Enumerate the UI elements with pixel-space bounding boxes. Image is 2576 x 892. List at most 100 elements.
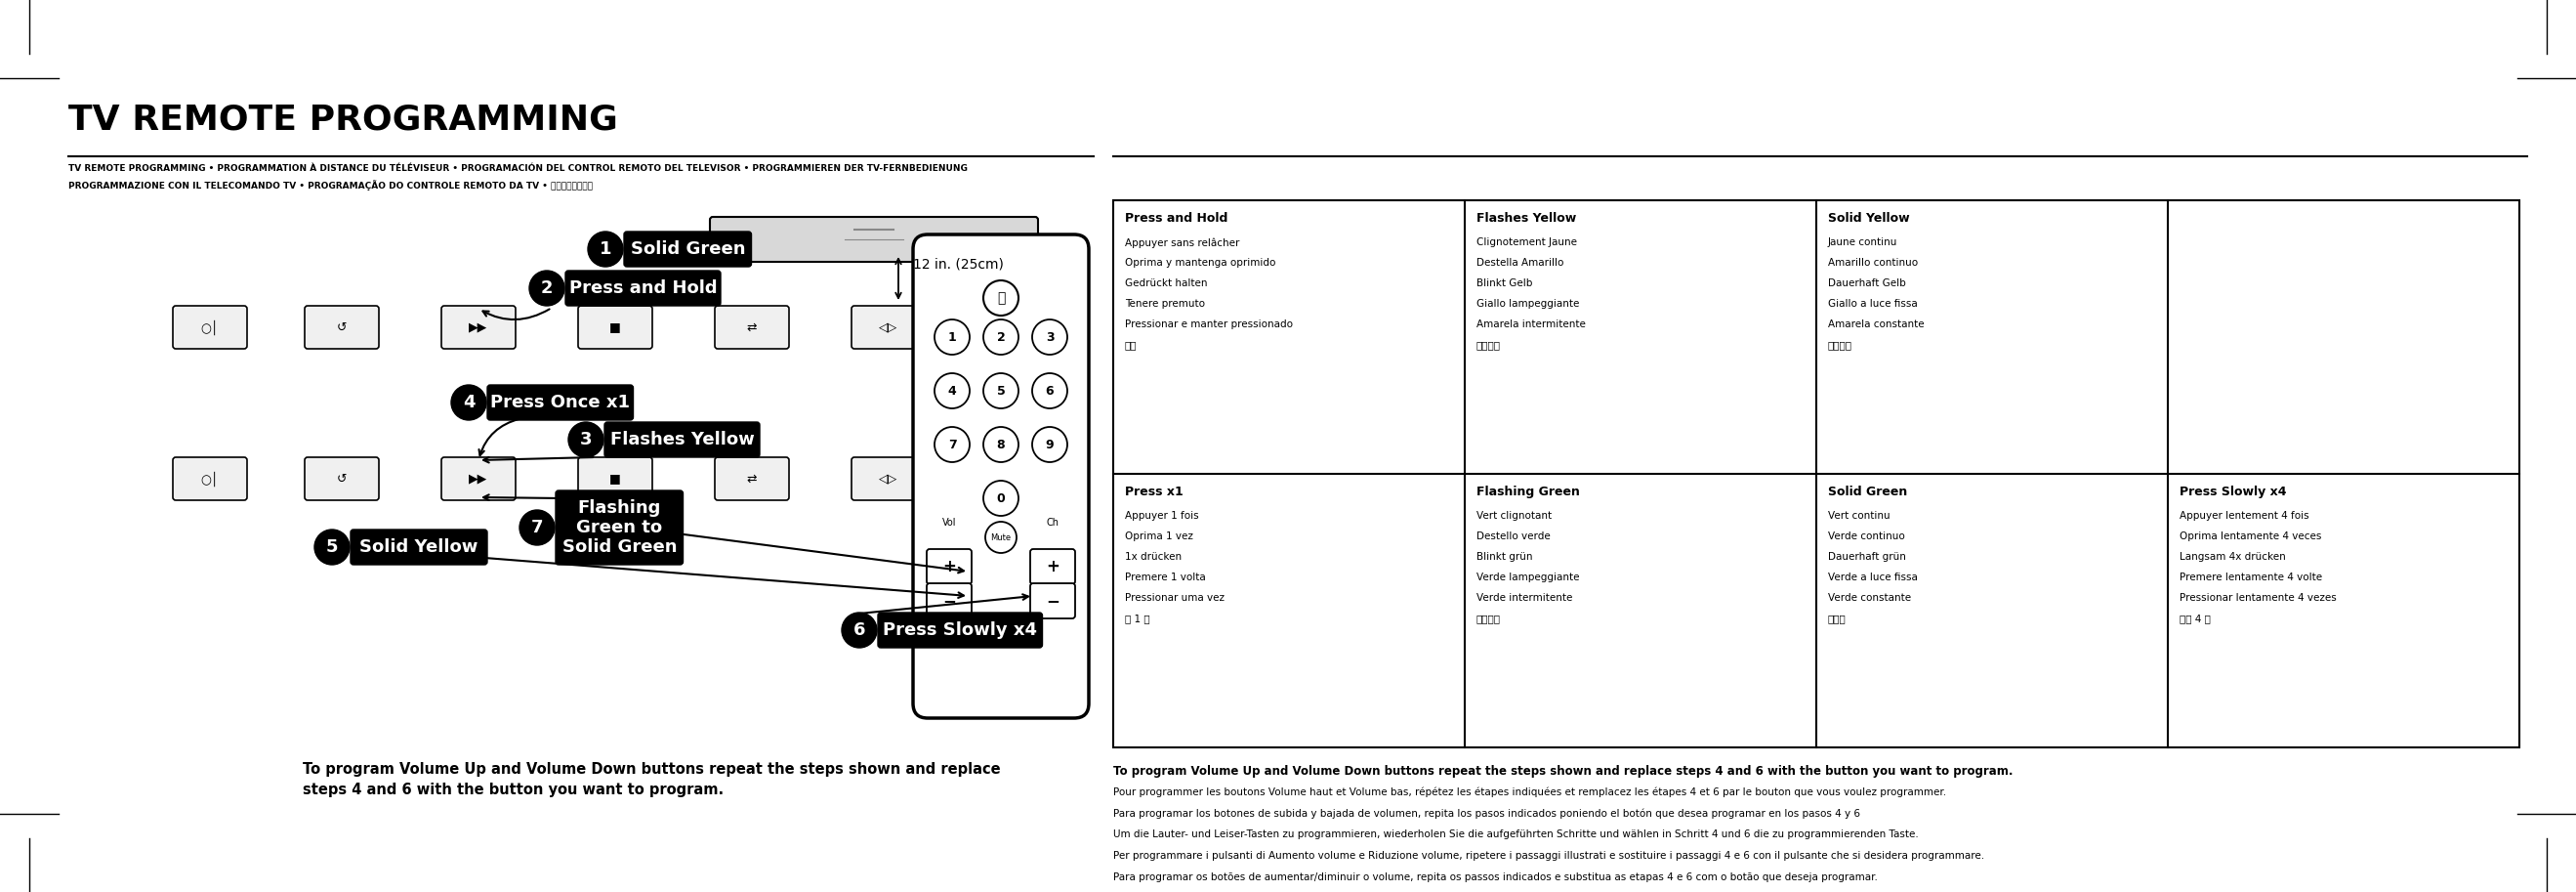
Text: Clignotement Jaune: Clignotement Jaune (1476, 237, 1577, 247)
Text: Pressionar e manter pressionado: Pressionar e manter pressionado (1126, 319, 1293, 329)
Text: 9: 9 (1046, 438, 1054, 450)
Circle shape (1033, 373, 1066, 409)
Text: Solid Green: Solid Green (562, 539, 677, 556)
FancyBboxPatch shape (623, 232, 752, 267)
Text: PROGRAMMAZIONE CON IL TELECOMANDO TV • PROGRAMAÇÃO DO CONTROLE REMOTO DA TV • 电视: PROGRAMMAZIONE CON IL TELECOMANDO TV • P… (70, 180, 592, 191)
Text: 4: 4 (948, 384, 956, 397)
FancyBboxPatch shape (487, 385, 634, 420)
Text: ◁▷: ◁▷ (878, 321, 899, 334)
Text: Solid Green: Solid Green (1829, 485, 1906, 499)
Circle shape (1033, 319, 1066, 355)
Circle shape (842, 613, 876, 648)
Text: −: − (1046, 592, 1059, 609)
Text: Oprima lentamente 4 veces: Oprima lentamente 4 veces (2179, 532, 2321, 541)
Text: 0: 0 (997, 491, 1005, 505)
Text: ◁▷: ◁▷ (878, 473, 899, 485)
Text: ▶▶: ▶▶ (469, 473, 487, 485)
Text: Um die Lauter- und Leiser-Tasten zu programmieren, wiederholen Sie die aufgeführ: Um die Lauter- und Leiser-Tasten zu prog… (1113, 830, 1919, 839)
Text: Amarela intermitente: Amarela intermitente (1476, 319, 1587, 329)
Text: To program Volume Up and Volume Down buttons repeat the steps shown and replace : To program Volume Up and Volume Down but… (1113, 765, 2012, 778)
Text: Blinkt Gelb: Blinkt Gelb (1476, 278, 1533, 288)
Text: Tenere premuto: Tenere premuto (1126, 299, 1206, 309)
Text: TV REMOTE PROGRAMMING: TV REMOTE PROGRAMMING (70, 103, 618, 136)
Text: Jaune continu: Jaune continu (1829, 237, 1899, 247)
Text: 纯绿色: 纯绿色 (1829, 614, 1847, 624)
Text: Press Slowly x4: Press Slowly x4 (884, 622, 1038, 639)
FancyBboxPatch shape (1030, 583, 1074, 618)
Text: ○│: ○│ (201, 471, 219, 486)
Text: Appuyer 1 fois: Appuyer 1 fois (1126, 511, 1198, 521)
Text: Dauerhaft grün: Dauerhaft grün (1829, 552, 1906, 562)
FancyBboxPatch shape (556, 491, 683, 565)
Text: 按 1 次: 按 1 次 (1126, 614, 1149, 624)
FancyBboxPatch shape (711, 217, 1038, 262)
Circle shape (528, 270, 564, 306)
Circle shape (984, 427, 1018, 462)
Text: −: − (943, 592, 956, 609)
FancyBboxPatch shape (577, 458, 652, 500)
Text: +: + (943, 558, 956, 575)
FancyBboxPatch shape (577, 306, 652, 349)
Text: ⇄: ⇄ (747, 473, 757, 485)
Circle shape (935, 373, 969, 409)
Text: Verde lampeggiante: Verde lampeggiante (1476, 573, 1579, 582)
FancyBboxPatch shape (714, 306, 788, 349)
Text: 5: 5 (327, 539, 337, 556)
Text: 2: 2 (541, 279, 554, 297)
FancyBboxPatch shape (927, 583, 971, 618)
Text: ○│: ○│ (201, 319, 219, 334)
Text: Amarela constante: Amarela constante (1829, 319, 1924, 329)
Text: ↺: ↺ (337, 321, 348, 334)
Circle shape (935, 427, 969, 462)
Text: Oprima 1 vez: Oprima 1 vez (1126, 532, 1193, 541)
Text: 1: 1 (600, 240, 611, 258)
Text: 4: 4 (464, 393, 474, 411)
Circle shape (984, 522, 1018, 553)
Text: Blinkt grün: Blinkt grün (1476, 552, 1533, 562)
FancyBboxPatch shape (173, 306, 247, 349)
Text: Vol: Vol (943, 518, 956, 527)
Text: Vert clignotant: Vert clignotant (1476, 511, 1551, 521)
Text: Verde constante: Verde constante (1829, 593, 1911, 603)
Text: Flashing: Flashing (577, 500, 662, 516)
Text: To program Volume Up and Volume Down buttons repeat the steps shown and replace
: To program Volume Up and Volume Down but… (304, 762, 999, 797)
FancyBboxPatch shape (853, 458, 925, 500)
Text: Solid Green: Solid Green (631, 240, 744, 258)
Text: +: + (1046, 558, 1059, 575)
Circle shape (569, 422, 603, 458)
FancyBboxPatch shape (878, 613, 1043, 648)
Text: Flashes Yellow: Flashes Yellow (1476, 212, 1577, 225)
FancyBboxPatch shape (605, 422, 760, 458)
Circle shape (935, 319, 969, 355)
Text: 按住: 按住 (1126, 340, 1136, 350)
Text: 黄色闪烁: 黄色闪烁 (1476, 340, 1502, 350)
Text: Amarillo continuo: Amarillo continuo (1829, 258, 1919, 268)
Text: Oprima y mantenga oprimido: Oprima y mantenga oprimido (1126, 258, 1275, 268)
Text: 3: 3 (1046, 331, 1054, 343)
FancyBboxPatch shape (350, 530, 487, 565)
Circle shape (984, 280, 1018, 316)
Text: Premere lentamente 4 volte: Premere lentamente 4 volte (2179, 573, 2321, 582)
Circle shape (451, 385, 487, 420)
Text: 6: 6 (1046, 384, 1054, 397)
Text: ▶▶: ▶▶ (469, 321, 487, 334)
FancyBboxPatch shape (440, 306, 515, 349)
FancyBboxPatch shape (912, 235, 1090, 718)
Text: ↺: ↺ (337, 473, 348, 485)
Text: Solid Yellow: Solid Yellow (1829, 212, 1909, 225)
Text: Destello verde: Destello verde (1476, 532, 1551, 541)
Text: Giallo lampeggiante: Giallo lampeggiante (1476, 299, 1579, 309)
Text: Pour programmer les boutons Volume haut et Volume bas, répétez les étapes indiqu: Pour programmer les boutons Volume haut … (1113, 787, 1947, 797)
Text: ⏻: ⏻ (997, 291, 1005, 305)
Text: Pressionar uma vez: Pressionar uma vez (1126, 593, 1224, 603)
Text: Gedrückt halten: Gedrückt halten (1126, 278, 1208, 288)
Text: 12 in. (25cm): 12 in. (25cm) (912, 257, 1005, 270)
Text: Mute: Mute (992, 533, 1012, 541)
Text: Premere 1 volta: Premere 1 volta (1126, 573, 1206, 582)
FancyBboxPatch shape (927, 549, 971, 584)
Text: Flashes Yellow: Flashes Yellow (611, 431, 755, 449)
Text: 5: 5 (997, 384, 1005, 397)
FancyBboxPatch shape (1030, 549, 1074, 584)
Text: ■: ■ (611, 321, 621, 334)
Text: Langsam 4x drücken: Langsam 4x drücken (2179, 552, 2285, 562)
